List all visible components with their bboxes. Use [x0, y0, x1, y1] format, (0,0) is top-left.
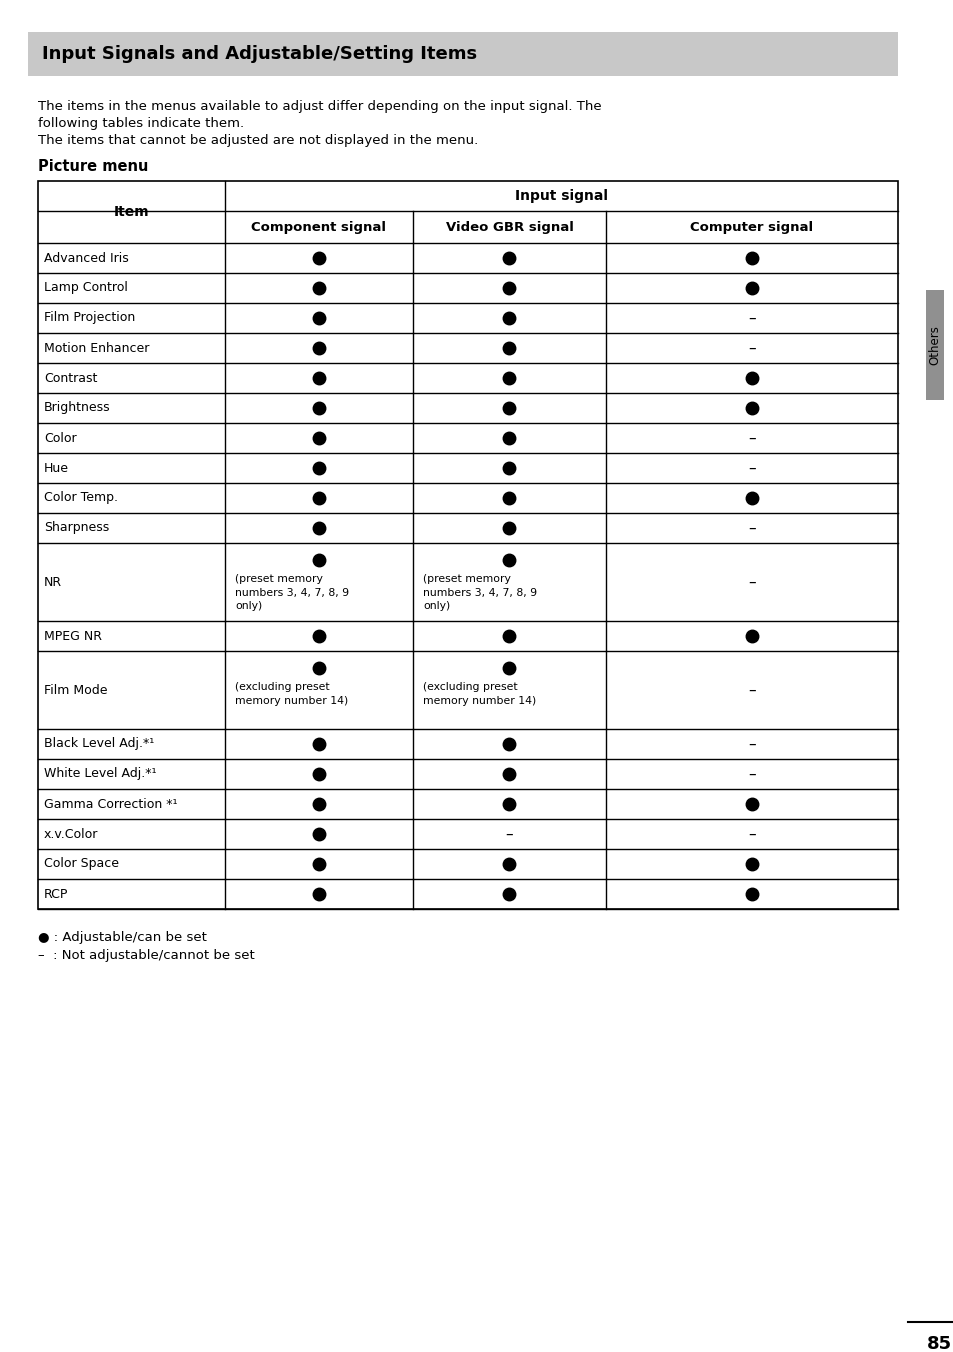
Text: The items in the menus available to adjust differ depending on the input signal.: The items in the menus available to adju…: [38, 100, 601, 114]
Text: NR: NR: [44, 576, 62, 588]
Text: Gamma Correction *¹: Gamma Correction *¹: [44, 798, 177, 810]
Text: Others: Others: [927, 324, 941, 365]
Text: x.v.Color: x.v.Color: [44, 827, 98, 841]
Text: –: –: [747, 767, 755, 781]
Text: White Level Adj.*¹: White Level Adj.*¹: [44, 768, 156, 780]
Text: Picture menu: Picture menu: [38, 160, 149, 174]
Text: –: –: [747, 311, 755, 326]
Text: RCP: RCP: [44, 887, 69, 900]
Text: Color Temp.: Color Temp.: [44, 492, 118, 504]
Text: –: –: [747, 683, 755, 698]
Text: Input signal: Input signal: [515, 189, 607, 203]
Text: Sharpness: Sharpness: [44, 522, 110, 534]
Text: Contrast: Contrast: [44, 372, 97, 384]
Text: –: –: [747, 461, 755, 476]
Text: 85: 85: [926, 1334, 951, 1352]
Bar: [925, 289, 943, 400]
Text: ● : Adjustable/can be set: ● : Adjustable/can be set: [38, 932, 207, 944]
Text: –: –: [747, 521, 755, 535]
Text: (preset memory
numbers 3, 4, 7, 8, 9
only): (preset memory numbers 3, 4, 7, 8, 9 onl…: [234, 575, 349, 611]
Text: (excluding preset
memory number 14): (excluding preset memory number 14): [234, 683, 348, 706]
Text: Component signal: Component signal: [252, 220, 386, 234]
Text: Computer signal: Computer signal: [690, 220, 813, 234]
Text: Motion Enhancer: Motion Enhancer: [44, 342, 150, 354]
Bar: [38, 181, 897, 909]
Text: –: –: [505, 826, 513, 841]
Text: Input Signals and Adjustable/Setting Items: Input Signals and Adjustable/Setting Ite…: [42, 45, 477, 64]
Text: Brightness: Brightness: [44, 402, 111, 415]
Text: Lamp Control: Lamp Control: [44, 281, 128, 295]
Text: Color: Color: [44, 431, 76, 445]
Bar: [28, 32, 897, 76]
Text: –  : Not adjustable/cannot be set: – : Not adjustable/cannot be set: [38, 949, 254, 963]
Text: –: –: [747, 826, 755, 841]
Text: (excluding preset
memory number 14): (excluding preset memory number 14): [422, 683, 536, 706]
Text: Film Projection: Film Projection: [44, 311, 135, 324]
Text: The items that cannot be adjusted are not displayed in the menu.: The items that cannot be adjusted are no…: [38, 134, 477, 147]
Text: Color Space: Color Space: [44, 857, 119, 871]
Text: (preset memory
numbers 3, 4, 7, 8, 9
only): (preset memory numbers 3, 4, 7, 8, 9 onl…: [422, 575, 537, 611]
Text: Black Level Adj.*¹: Black Level Adj.*¹: [44, 737, 154, 750]
Text: Film Mode: Film Mode: [44, 684, 108, 696]
Text: Item: Item: [113, 206, 150, 219]
Text: Hue: Hue: [44, 461, 69, 475]
Text: –: –: [747, 341, 755, 356]
Text: –: –: [747, 737, 755, 752]
Text: Advanced Iris: Advanced Iris: [44, 251, 129, 265]
Text: –: –: [747, 575, 755, 589]
Text: following tables indicate them.: following tables indicate them.: [38, 118, 244, 130]
Text: MPEG NR: MPEG NR: [44, 630, 102, 642]
Text: –: –: [747, 430, 755, 446]
Text: Video GBR signal: Video GBR signal: [445, 220, 573, 234]
